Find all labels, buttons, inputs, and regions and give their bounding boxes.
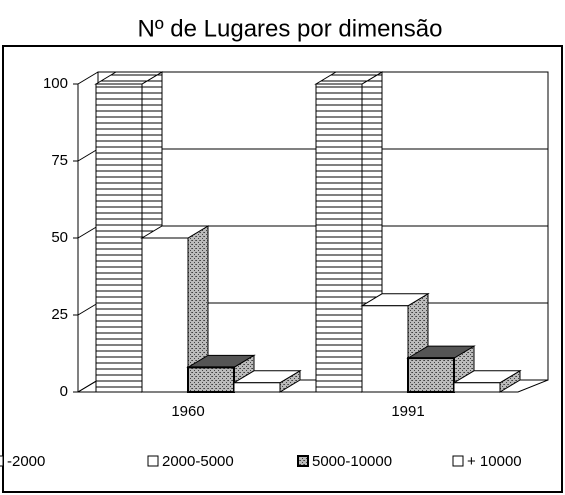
x-tick-label: 1960: [171, 403, 204, 420]
legend-label: -2000: [7, 453, 45, 470]
bar-front: [141, 237, 189, 393]
chart-title: Nº de Lugares por dimensão: [138, 15, 443, 42]
chart-frame: [2, 45, 563, 493]
grid-line: [77, 379, 99, 393]
legend-swatch: [452, 455, 464, 467]
bar: [452, 369, 522, 393]
bar-front: [95, 83, 143, 393]
bar: [140, 225, 210, 393]
legend-label: 5000-10000: [312, 453, 392, 470]
legend-swatch: [297, 455, 309, 467]
y-tick-label: 0: [60, 383, 68, 400]
bar-front: [361, 305, 409, 393]
y-tick-label: 50: [51, 229, 68, 246]
legend-swatch: [0, 455, 4, 467]
y-tick-label: 75: [51, 152, 68, 169]
legend-swatch: [147, 455, 159, 467]
bar-front: [233, 382, 281, 393]
bar-front: [187, 366, 235, 393]
grid-line: [77, 225, 99, 239]
grid-line: [77, 302, 99, 316]
x-tick-label: 1991: [391, 403, 424, 420]
y-tick-label: 100: [43, 75, 68, 92]
bar-front: [315, 83, 363, 393]
bar: [232, 369, 302, 393]
legend-label: 2000-5000: [162, 453, 234, 470]
y-tick-label: 25: [51, 306, 68, 323]
grid-line: [77, 71, 99, 85]
grid-line: [77, 148, 99, 162]
bar-front: [453, 382, 501, 393]
bar-front: [407, 357, 455, 393]
legend-label: + 10000: [467, 453, 522, 470]
